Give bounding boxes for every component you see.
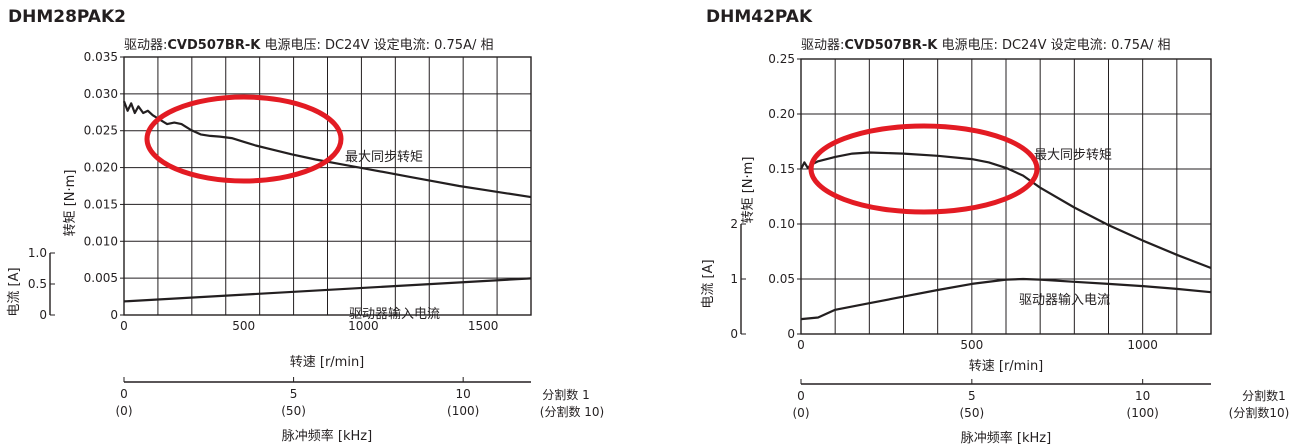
y-tick-label: 0.025 — [84, 124, 118, 138]
y-tick-label: 0.035 — [84, 50, 118, 64]
current-tick-label: 0.5 — [28, 277, 47, 291]
chart-1: DHM28PAK2 驱动器:CVD507BR-K 电源电压: DC24V 设定电流… — [7, 7, 604, 444]
set-current: 设定电流: 0.75A/ 相 — [369, 38, 493, 53]
current-curve-label: 驱动器输入电流 — [1019, 292, 1110, 308]
y-tick-label: 0.030 — [84, 87, 118, 101]
division-note-sub: (分割数 10) — [540, 404, 604, 419]
x-axis-label: 转速 [r/min] — [290, 355, 365, 370]
current-axis-label: 电流 [A] — [7, 267, 22, 316]
pulse-axis-label: 脉冲频率 [kHz] — [282, 428, 372, 444]
chart-title: DHM28PAK2 — [8, 7, 126, 27]
pulse-tick-sub-label: (100) — [1127, 406, 1159, 420]
y-tick-label: 0.15 — [768, 162, 795, 176]
y-tick-label: 0.20 — [768, 107, 795, 121]
driver-model: CVD507BR-K — [167, 38, 261, 53]
supply-voltage: 电源电压: DC24V — [937, 38, 1046, 53]
x-tick-label: 0 — [797, 338, 805, 352]
chart-title: DHM42PAK — [706, 7, 813, 27]
y-tick-label: 0.020 — [84, 161, 118, 175]
current-curve-label: 驱动器输入电流 — [349, 306, 440, 322]
pulse-tick-sub-label: (0) — [793, 406, 810, 420]
set-current: 设定电流: 0.75A/ 相 — [1046, 38, 1170, 53]
pulse-tick-label: 0 — [797, 389, 805, 403]
plot-frame — [123, 56, 532, 316]
y-tick-label: 0.25 — [768, 52, 795, 66]
x-tick-label: 0 — [120, 319, 128, 333]
y-tick-label: 0.005 — [84, 271, 118, 285]
chart-2: DHM42PAK 驱动器:CVD507BR-K 电源电压: DC24V 设定电流:… — [701, 7, 1289, 446]
torque-curve-label: 最大同步转矩 — [345, 150, 423, 165]
current-tick-label: 1 — [730, 272, 738, 286]
chart-subtitle: 驱动器:CVD507BR-K 电源电压: DC24V 设定电流: 0.75A/ … — [124, 38, 493, 53]
y-axis-label: 转矩 [N·m] — [63, 170, 78, 237]
pulse-tick-sub-label: (100) — [447, 404, 479, 418]
driver-label: 驱动器: — [124, 38, 167, 53]
pulse-tick-sub-label: (50) — [960, 406, 985, 420]
pulse-tick-label: 0 — [120, 387, 128, 401]
pulse-tick-sub-label: (50) — [281, 404, 306, 418]
current-tick-label: 1.0 — [28, 246, 47, 260]
x-tick-label: 1000 — [348, 319, 379, 333]
y-tick-label: 0.05 — [768, 272, 795, 286]
division-note: 分割数1 — [1242, 388, 1286, 403]
chart-subtitle: 驱动器:CVD507BR-K 电源电压: DC24V 设定电流: 0.75A/ … — [801, 38, 1170, 53]
pulse-tick-label: 5 — [968, 389, 976, 403]
current-axis-label: 电流 [A] — [701, 259, 716, 308]
highlight-ellipse — [808, 123, 1040, 215]
pulse-axis-label: 脉冲频率 [kHz] — [961, 430, 1051, 446]
x-tick-label: 1000 — [1127, 338, 1158, 352]
y-tick-label: 0 — [787, 327, 795, 341]
plot-frame — [800, 58, 1212, 335]
x-tick-label: 1500 — [468, 319, 499, 333]
x-tick-label: 500 — [960, 338, 983, 352]
current-tick-label: 0 — [39, 308, 47, 322]
pulse-tick-label: 5 — [290, 387, 298, 401]
current-curve — [800, 277, 1212, 321]
division-note-sub: (分割数10) — [1229, 405, 1290, 420]
highlight-ellipse — [144, 94, 344, 184]
torque-curve-label: 最大同步转矩 — [1034, 148, 1112, 163]
x-tick-label: 500 — [232, 319, 255, 333]
driver-model: CVD507BR-K — [844, 38, 938, 53]
pulse-tick-label: 10 — [1135, 389, 1150, 403]
current-curve — [123, 277, 532, 303]
pulse-tick-label: 10 — [456, 387, 471, 401]
current-tick-label: 0 — [730, 327, 738, 341]
pulse-tick-sub-label: (0) — [116, 404, 133, 418]
division-note: 分割数 1 — [542, 387, 589, 402]
current-tick-label: 2 — [730, 217, 738, 231]
y-axis-label: 转矩 [N·m] — [741, 157, 756, 224]
torque-curve — [122, 100, 532, 199]
y-tick-label: 0 — [110, 308, 118, 322]
y-tick-label: 0.010 — [84, 234, 118, 248]
supply-voltage: 电源电压: DC24V — [260, 38, 369, 53]
y-tick-label: 0.015 — [84, 197, 118, 211]
y-tick-label: 0.10 — [768, 217, 795, 231]
driver-label: 驱动器: — [801, 38, 844, 53]
x-axis-label: 转速 [r/min] — [969, 359, 1044, 374]
grid — [124, 57, 531, 315]
